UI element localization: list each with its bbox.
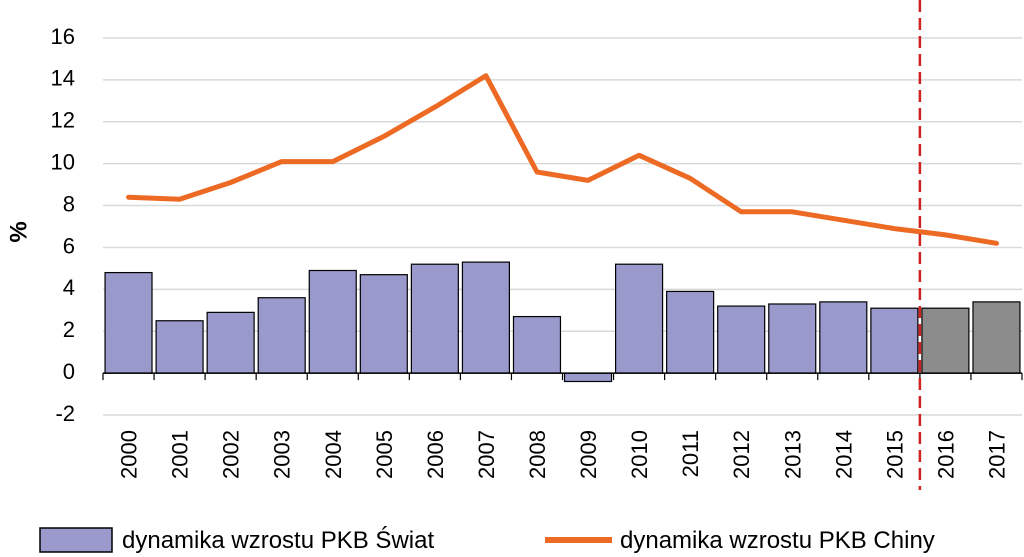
bar — [666, 290, 715, 374]
line-series-china — [126, 73, 999, 246]
x-tick-label: 2012 — [729, 430, 754, 479]
bar — [768, 303, 817, 374]
x-tick-label: 2009 — [576, 430, 601, 479]
bar — [461, 261, 511, 374]
y-tick-label: 4 — [63, 275, 75, 300]
bar — [104, 271, 153, 374]
x-tick-label: 2010 — [627, 430, 652, 479]
x-tick-label: 2008 — [525, 430, 550, 479]
y-tick-label: 10 — [51, 149, 75, 174]
x-tick-label: 2015 — [882, 430, 907, 479]
bar — [206, 311, 255, 374]
bar — [717, 305, 766, 374]
bar — [308, 269, 357, 374]
gridlines — [103, 37, 1022, 416]
legend-label-world: dynamika wzrostu PKB Świat — [122, 526, 434, 554]
bar — [870, 307, 919, 374]
bar — [819, 301, 868, 374]
bar — [512, 315, 562, 374]
x-tick-label: 2004 — [321, 430, 346, 479]
y-axis-label: % — [5, 221, 32, 242]
bar — [155, 320, 204, 374]
y-tick-label: 2 — [63, 317, 75, 342]
bar — [257, 297, 306, 374]
x-tick-label: 2016 — [933, 430, 958, 479]
x-tick-label: 2005 — [372, 430, 397, 479]
x-tick-labels: 2000 2001 2002 2003 2004 2005 2006 2007 2008 2009… — [117, 430, 1010, 479]
legend: dynamika wzrostu PKB Świat dynamika wzro… — [39, 526, 935, 554]
x-tick-label: 2017 — [984, 430, 1009, 479]
legend-label-china: dynamika wzrostu PKB Chiny — [620, 527, 935, 554]
y-tick-label: 12 — [51, 108, 75, 133]
x-tick-label: 2000 — [117, 430, 142, 479]
bar — [921, 307, 970, 374]
bar — [614, 263, 664, 374]
legend-swatch-world — [39, 527, 113, 553]
bar — [972, 301, 1021, 374]
bar — [563, 372, 613, 383]
x-axis-line — [102, 372, 1023, 381]
x-tick-label: 2003 — [270, 430, 295, 479]
x-tick-label: 2013 — [780, 430, 805, 479]
line-china — [126, 73, 999, 246]
x-tick-label: 2006 — [423, 430, 448, 479]
bars-world — [104, 261, 1021, 383]
bar — [410, 263, 459, 374]
y-tick-label: 8 — [63, 191, 75, 216]
x-tick-label: 2011 — [678, 430, 703, 477]
x-tick-label: 2001 — [168, 430, 193, 479]
y-tick-label: 0 — [63, 359, 75, 384]
y-tick-label: 14 — [51, 66, 75, 91]
y-tick-labels: -2 0 2 4 6 8 10 12 14 16 — [51, 24, 75, 426]
x-tick-label: 2007 — [474, 430, 499, 479]
y-tick-label: 16 — [51, 24, 75, 49]
x-tick-label: 2002 — [219, 430, 244, 479]
x-tick-label: 2014 — [831, 430, 856, 479]
bar — [359, 274, 408, 374]
y-tick-label: -2 — [55, 401, 75, 426]
y-tick-label: 6 — [63, 233, 75, 258]
